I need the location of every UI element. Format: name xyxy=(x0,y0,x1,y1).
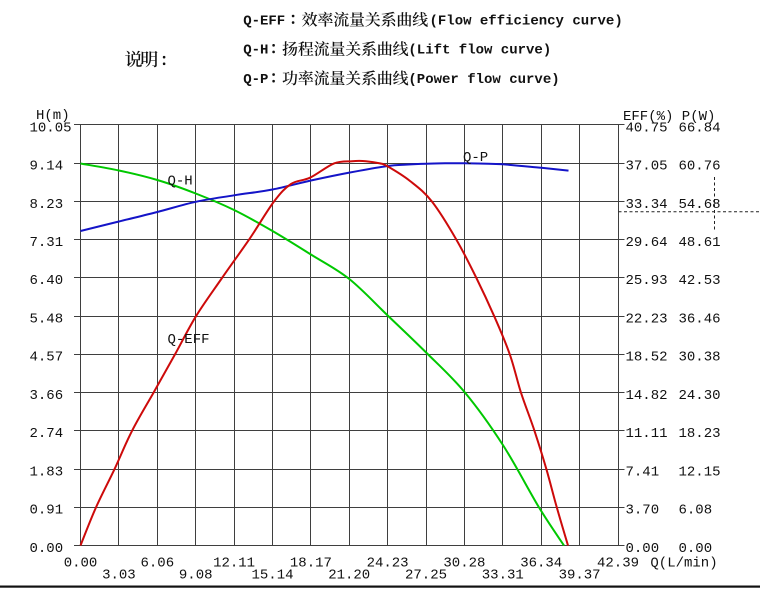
svg-text:30.28: 30.28 xyxy=(443,556,485,572)
svg-text:9.14: 9.14 xyxy=(30,159,64,175)
svg-text:6.40: 6.40 xyxy=(30,273,64,289)
svg-text:Q-EFF: Q-EFF xyxy=(168,332,210,348)
svg-text:3.03: 3.03 xyxy=(102,567,136,583)
svg-text:60.76: 60.76 xyxy=(679,159,721,175)
svg-text:3.70: 3.70 xyxy=(626,503,660,519)
svg-text:33.31: 33.31 xyxy=(482,567,524,583)
svg-text:54.68: 54.68 xyxy=(679,197,721,213)
svg-text:22.23: 22.23 xyxy=(626,311,668,327)
svg-text:29.64: 29.64 xyxy=(626,235,668,251)
svg-text:24.23: 24.23 xyxy=(367,556,409,572)
svg-text:42.53: 42.53 xyxy=(679,273,721,289)
svg-text:9.08: 9.08 xyxy=(179,567,213,583)
svg-text:36.34: 36.34 xyxy=(520,556,562,572)
svg-text:EFF(%) P(W): EFF(%) P(W) xyxy=(623,109,715,125)
svg-text:Q-EFF: Q-EFF xyxy=(243,13,285,29)
svg-text:(Flow efficiency curve): (Flow efficiency curve) xyxy=(430,13,623,29)
svg-text:24.30: 24.30 xyxy=(679,388,721,404)
svg-text:18.17: 18.17 xyxy=(290,556,332,572)
svg-text:1.83: 1.83 xyxy=(30,464,64,480)
svg-text:Q(L/min): Q(L/min) xyxy=(650,556,717,572)
svg-text:6.06: 6.06 xyxy=(140,556,174,572)
svg-text:2.74: 2.74 xyxy=(30,426,64,442)
svg-text:18.52: 18.52 xyxy=(626,350,668,366)
svg-text:27.25: 27.25 xyxy=(405,567,447,583)
svg-text:7.41: 7.41 xyxy=(626,464,660,480)
svg-text:66.84: 66.84 xyxy=(679,120,721,136)
svg-text:37.05: 37.05 xyxy=(626,159,668,175)
svg-text:14.82: 14.82 xyxy=(626,388,668,404)
svg-text:39.37: 39.37 xyxy=(559,567,601,583)
svg-text:30.38: 30.38 xyxy=(679,350,721,366)
svg-text:12.11: 12.11 xyxy=(213,556,255,572)
svg-text:12.15: 12.15 xyxy=(679,464,721,480)
svg-text:Q-P: Q-P xyxy=(463,150,488,166)
svg-text:0.00: 0.00 xyxy=(679,541,713,557)
svg-text:25.93: 25.93 xyxy=(626,273,668,289)
svg-text:4.57: 4.57 xyxy=(30,350,64,366)
svg-text:H(m): H(m) xyxy=(36,108,70,124)
svg-text:7.31: 7.31 xyxy=(30,235,64,251)
svg-text:0.00: 0.00 xyxy=(626,541,660,557)
svg-text:0.00: 0.00 xyxy=(64,556,98,572)
svg-text:Q-P: Q-P xyxy=(243,72,268,88)
svg-text:6.08: 6.08 xyxy=(679,503,713,519)
svg-text:33.34: 33.34 xyxy=(626,197,668,213)
svg-text:15.14: 15.14 xyxy=(251,567,293,583)
svg-text:21.20: 21.20 xyxy=(328,567,370,583)
svg-text:11.11: 11.11 xyxy=(626,426,668,442)
svg-text:(Power flow curve): (Power flow curve) xyxy=(408,72,559,88)
svg-text:40.75: 40.75 xyxy=(626,120,668,136)
svg-text:0.00: 0.00 xyxy=(30,541,64,557)
svg-text:42.39: 42.39 xyxy=(597,556,639,572)
svg-text:10.05: 10.05 xyxy=(30,120,72,136)
svg-text:3.66: 3.66 xyxy=(30,388,64,404)
svg-text:5.48: 5.48 xyxy=(30,311,64,327)
svg-text:0.91: 0.91 xyxy=(30,503,64,519)
svg-text:Q-H: Q-H xyxy=(243,43,268,59)
svg-text:48.61: 48.61 xyxy=(679,235,721,251)
svg-text:18.23: 18.23 xyxy=(679,426,721,442)
svg-text:Q-H: Q-H xyxy=(168,173,193,189)
svg-text:36.46: 36.46 xyxy=(679,311,721,327)
svg-text:8.23: 8.23 xyxy=(30,197,64,213)
svg-text:(Lift flow curve): (Lift flow curve) xyxy=(408,43,551,59)
